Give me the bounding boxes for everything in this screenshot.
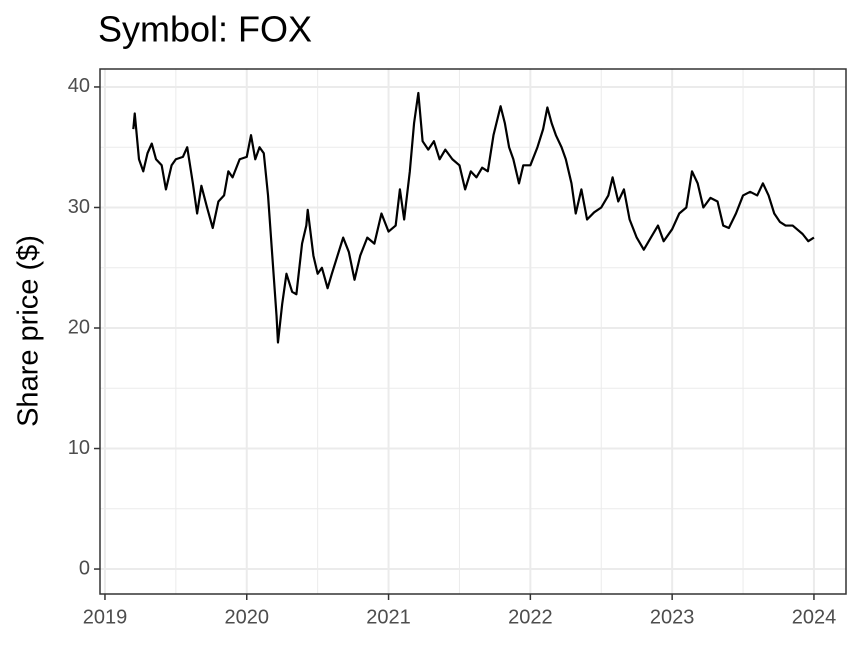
price-line bbox=[132, 91, 815, 344]
x-tick-label: 2024 bbox=[792, 606, 837, 628]
y-axis-label: Share price ($) bbox=[13, 235, 45, 427]
y-tick-label: 10 bbox=[68, 437, 90, 459]
y-tick-label: 20 bbox=[68, 316, 90, 338]
y-tick-label: 0 bbox=[79, 557, 90, 579]
x-tick-label: 2019 bbox=[83, 606, 128, 628]
y-tick-label: 40 bbox=[68, 75, 90, 97]
y-tick-label: 30 bbox=[68, 196, 90, 218]
x-tick-label: 2023 bbox=[650, 606, 695, 628]
x-tick-label: 2021 bbox=[366, 606, 411, 628]
x-tick-label: 2020 bbox=[225, 606, 270, 628]
panel-border bbox=[99, 68, 847, 595]
chart-title: Symbol: FOX bbox=[98, 9, 312, 50]
x-tick-label: 2022 bbox=[508, 606, 553, 628]
